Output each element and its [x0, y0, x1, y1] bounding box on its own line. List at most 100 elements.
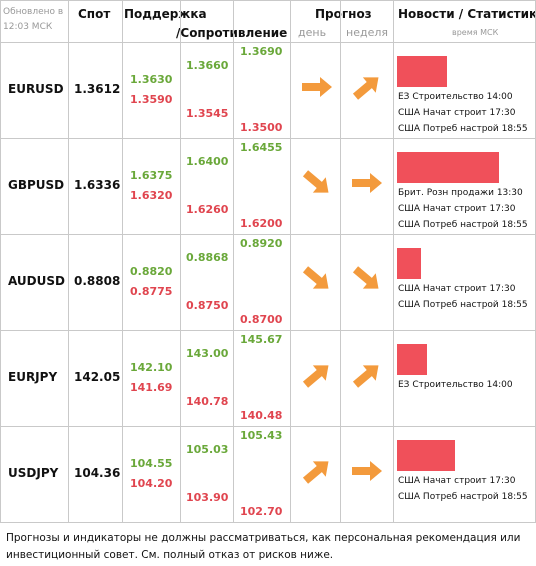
arrow-icon — [302, 365, 329, 388]
forecast-arrow — [300, 460, 334, 484]
arrow-icon — [302, 170, 329, 193]
grid-line — [0, 138, 536, 139]
support-1: 104.20 — [130, 477, 173, 490]
col-header: Прогноз — [315, 7, 372, 21]
support-1: 142.10 — [130, 361, 173, 374]
news-item: ЕЗ Строительство 14:00 — [398, 380, 513, 390]
news-item: США Потреб настрой 18:55 — [398, 300, 528, 310]
level-3: 1.6200 — [240, 217, 283, 230]
arrow-icon — [302, 461, 329, 484]
level-3: 0.8700 — [240, 313, 283, 326]
spot: 104.36 — [74, 466, 121, 480]
level-2: 143.00 — [186, 347, 229, 360]
col-header: Спот — [78, 7, 111, 21]
arrow-icon — [302, 77, 332, 97]
support-1: 0.8820 — [130, 265, 173, 278]
level-2: 1.6400 — [186, 155, 229, 168]
spot: 1.3612 — [74, 82, 121, 96]
level-3: 140.48 — [240, 409, 283, 422]
forecast-arrow — [300, 364, 334, 388]
level-2: 0.8750 — [186, 299, 229, 312]
level-3: 0.8920 — [240, 237, 283, 250]
level-2: 0.8868 — [186, 251, 229, 264]
grid-line — [393, 0, 394, 522]
support-1: 1.3590 — [130, 93, 173, 106]
support-1: 141.69 — [130, 381, 173, 394]
grid-line — [0, 234, 536, 235]
pair: AUDUSD — [8, 274, 65, 288]
news-item: Брит. Розн продажи 13:30 — [398, 188, 523, 198]
pair: EURUSD — [8, 82, 64, 96]
news-item: США Начат строит 17:30 — [398, 284, 516, 294]
level-2: 140.78 — [186, 395, 229, 408]
grid-line — [0, 0, 1, 522]
news-item: США Потреб настрой 18:55 — [398, 124, 528, 134]
col-header: /Сопротивление — [176, 26, 288, 40]
grid-line — [233, 0, 234, 522]
level-2: 103.90 — [186, 491, 229, 504]
pair: GBPUSD — [8, 178, 65, 192]
support-1: 1.6375 — [130, 169, 173, 182]
news-item: США Начат строит 17:30 — [398, 476, 516, 486]
grid-line — [180, 0, 181, 522]
grid-line — [340, 0, 341, 522]
pair: USDJPY — [8, 466, 59, 480]
news-item: ЕЗ Строительство 14:00 — [398, 92, 513, 102]
col-header: Новости / Статистика — [398, 7, 536, 21]
forecast-arrow — [350, 172, 384, 194]
grid-line — [290, 0, 291, 522]
news-bar — [397, 440, 455, 471]
arrow-icon — [352, 365, 379, 388]
support-1: 1.6320 — [130, 189, 173, 202]
level-3: 1.6455 — [240, 141, 283, 154]
news-bar — [397, 152, 499, 183]
level-3: 1.3500 — [240, 121, 283, 134]
forecast-arrow — [300, 170, 334, 194]
level-3: 105.43 — [240, 429, 283, 442]
level-3: 145.67 — [240, 333, 283, 346]
news-bar — [397, 344, 427, 375]
spot: 142.05 — [74, 370, 121, 384]
forecast-arrow — [350, 266, 384, 290]
support-1: 1.3630 — [130, 73, 173, 86]
forecast-arrow — [350, 460, 384, 482]
support-1: 104.55 — [130, 457, 173, 470]
arrow-icon — [352, 77, 379, 100]
grid-line — [0, 0, 536, 1]
forecast-arrow — [300, 76, 334, 98]
level-3: 102.70 — [240, 505, 283, 518]
grid-line — [0, 522, 536, 523]
grid-line — [122, 0, 123, 522]
level-2: 1.6260 — [186, 203, 229, 216]
grid-line — [0, 330, 536, 331]
arrow-icon — [352, 266, 379, 289]
arrow-icon — [352, 461, 382, 481]
forecast-arrow — [300, 266, 334, 290]
news-item: США Потреб настрой 18:55 — [398, 492, 528, 502]
level-3: 1.3690 — [240, 45, 283, 58]
forecast-arrow — [350, 76, 384, 100]
news-bar — [397, 248, 421, 279]
support-1: 0.8775 — [130, 285, 173, 298]
updated: Обновлено в 12:03 МСК — [3, 7, 64, 32]
grid-line — [0, 426, 536, 427]
arrow-icon — [302, 266, 329, 289]
col-header: Поддержка — [124, 7, 207, 21]
level-2: 105.03 — [186, 443, 229, 456]
level-2: 1.3545 — [186, 107, 229, 120]
col-subheader: день — [298, 26, 327, 39]
news-item: США Потреб настрой 18:55 — [398, 220, 528, 230]
forecast-arrow — [350, 364, 384, 388]
col-subheader: неделя — [346, 26, 388, 39]
disclaimer: Прогнозы и индикаторы не должны рассматр… — [6, 532, 521, 561]
news-bar — [397, 56, 447, 87]
pair: EURJPY — [8, 370, 58, 384]
arrow-icon — [352, 173, 382, 193]
grid-line — [0, 42, 536, 43]
grid-line — [68, 0, 69, 522]
news-item: США Начат строит 17:30 — [398, 204, 516, 214]
level-2: 1.3660 — [186, 59, 229, 72]
col-subheader: время МСК — [452, 28, 499, 37]
spot: 1.6336 — [74, 178, 121, 192]
